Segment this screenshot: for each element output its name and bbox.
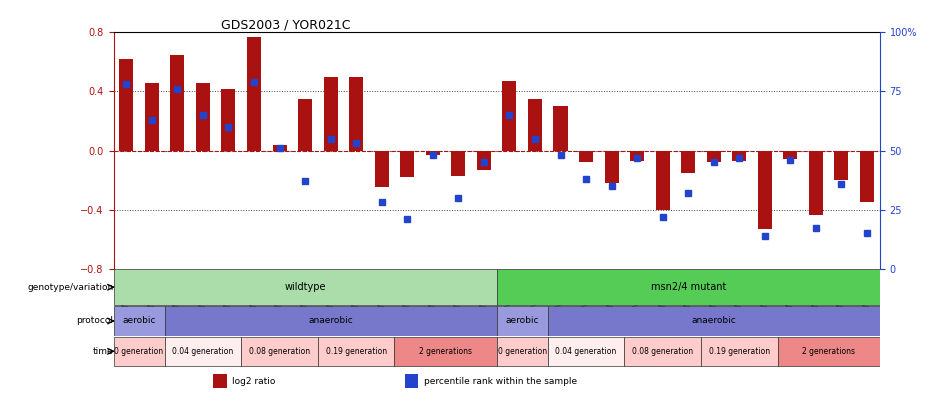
Bar	[783, 151, 797, 160]
Bar	[553, 106, 568, 151]
Bar	[221, 89, 236, 151]
Text: log2 ratio: log2 ratio	[233, 377, 275, 386]
Text: anaerobic: anaerobic	[308, 316, 353, 326]
Bar	[405, 374, 418, 388]
Text: 0.04 generation: 0.04 generation	[172, 347, 234, 356]
Text: percentile rank within the sample: percentile rank within the sample	[424, 377, 577, 386]
Bar	[324, 77, 338, 151]
FancyBboxPatch shape	[497, 337, 548, 366]
Bar	[272, 145, 287, 151]
Bar	[707, 151, 721, 162]
FancyBboxPatch shape	[241, 337, 318, 366]
Bar	[860, 151, 874, 202]
FancyBboxPatch shape	[318, 337, 394, 366]
Bar	[656, 151, 670, 210]
Bar	[477, 151, 491, 170]
Text: 2 generations: 2 generations	[802, 347, 855, 356]
Bar	[834, 151, 849, 180]
Bar	[579, 151, 593, 162]
Bar	[170, 55, 184, 151]
FancyBboxPatch shape	[548, 337, 624, 366]
Bar	[758, 151, 772, 229]
Bar	[732, 151, 746, 161]
Bar	[809, 151, 823, 215]
Text: 0.04 generation: 0.04 generation	[555, 347, 617, 356]
Bar	[528, 99, 542, 151]
FancyBboxPatch shape	[778, 337, 880, 366]
Text: GDS2003 / YOR021C: GDS2003 / YOR021C	[220, 18, 350, 31]
Bar	[604, 151, 619, 183]
Bar	[119, 59, 133, 151]
Bar	[375, 151, 389, 188]
FancyBboxPatch shape	[497, 269, 880, 305]
Text: 0.08 generation: 0.08 generation	[249, 347, 310, 356]
Bar	[213, 374, 227, 388]
Bar	[247, 37, 261, 151]
Bar	[196, 83, 210, 151]
Bar	[349, 77, 363, 151]
FancyBboxPatch shape	[701, 337, 778, 366]
FancyBboxPatch shape	[394, 337, 497, 366]
FancyBboxPatch shape	[624, 337, 701, 366]
Text: 0.08 generation: 0.08 generation	[632, 347, 693, 356]
Bar	[451, 151, 465, 176]
Text: 0.19 generation: 0.19 generation	[325, 347, 387, 356]
FancyBboxPatch shape	[114, 337, 165, 366]
Text: wildtype: wildtype	[285, 282, 325, 292]
Text: aerobic: aerobic	[505, 316, 539, 326]
Text: aerobic: aerobic	[122, 316, 156, 326]
Text: 2 generations: 2 generations	[419, 347, 472, 356]
Bar	[400, 151, 414, 177]
Bar	[298, 99, 312, 151]
Text: genotype/variation: genotype/variation	[27, 283, 114, 292]
FancyBboxPatch shape	[114, 269, 497, 305]
FancyBboxPatch shape	[165, 306, 497, 335]
FancyBboxPatch shape	[548, 306, 880, 335]
FancyBboxPatch shape	[165, 337, 241, 366]
Text: 0 generation: 0 generation	[498, 347, 547, 356]
Text: 0.19 generation: 0.19 generation	[709, 347, 770, 356]
Text: protocol: protocol	[77, 316, 114, 326]
Bar	[630, 151, 644, 161]
FancyBboxPatch shape	[497, 306, 548, 335]
Text: time: time	[93, 347, 114, 356]
Text: 0 generation: 0 generation	[114, 347, 164, 356]
Text: msn2/4 mutant: msn2/4 mutant	[651, 282, 726, 292]
Text: anaerobic: anaerobic	[692, 316, 736, 326]
Bar	[145, 83, 159, 151]
Bar	[502, 81, 517, 151]
Bar	[426, 151, 440, 155]
Bar	[681, 151, 695, 173]
FancyBboxPatch shape	[114, 306, 165, 335]
